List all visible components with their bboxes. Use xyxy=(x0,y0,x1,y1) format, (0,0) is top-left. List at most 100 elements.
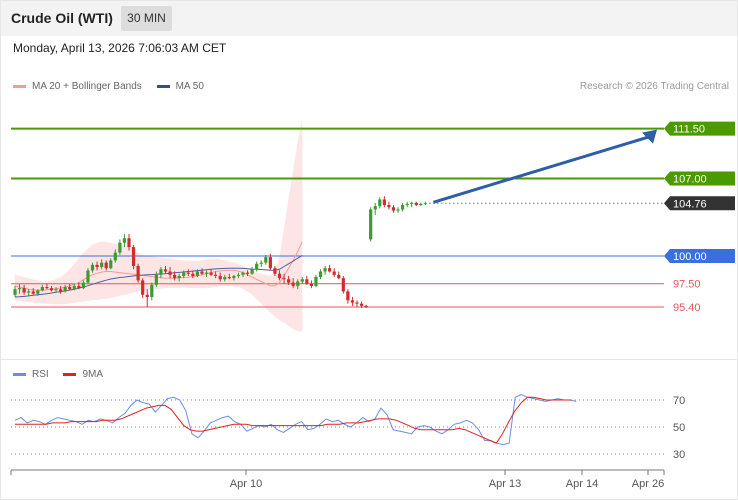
candle-body xyxy=(332,271,336,275)
candle xyxy=(259,260,263,268)
candle xyxy=(154,271,158,288)
candle xyxy=(223,274,227,282)
level-label-107.00: 107.00 xyxy=(673,173,707,185)
candle xyxy=(401,202,405,212)
legend-ma50-label: MA 50 xyxy=(175,81,204,92)
candle xyxy=(273,265,277,276)
candle-body xyxy=(95,264,99,268)
candle-body xyxy=(218,275,222,280)
candle-body xyxy=(81,282,85,289)
candle xyxy=(27,289,31,296)
legend-item-ma20: MA 20 + Bollinger Bands xyxy=(13,81,142,92)
candle xyxy=(405,201,409,208)
candle-body xyxy=(177,275,181,279)
candle xyxy=(355,300,359,307)
candle-body xyxy=(17,288,22,290)
candle xyxy=(72,283,76,291)
candle xyxy=(145,289,149,307)
ma20-line xyxy=(14,241,303,291)
candle-body xyxy=(104,262,108,269)
candle-body xyxy=(209,272,213,275)
ma20-swatch xyxy=(13,84,26,88)
candle xyxy=(309,280,313,289)
candle-body xyxy=(401,205,405,210)
candle xyxy=(250,267,254,275)
candle-body xyxy=(150,284,154,297)
candle-body xyxy=(305,279,309,284)
candle xyxy=(127,233,131,251)
level-labels: 111.50 107.00 104.76 100.00 97.50 95.40 xyxy=(664,121,735,314)
candle-body xyxy=(141,280,145,295)
candle-body xyxy=(318,271,323,278)
candle xyxy=(359,301,364,309)
candle xyxy=(337,271,341,280)
candle-body xyxy=(109,260,113,269)
ma50-line xyxy=(14,254,303,298)
candle xyxy=(318,269,323,280)
candle-body xyxy=(287,279,291,283)
candle-body xyxy=(328,268,332,272)
candle-body xyxy=(236,274,241,276)
candle xyxy=(414,201,418,207)
candle-body xyxy=(245,272,250,274)
candle xyxy=(291,278,295,289)
projection-arrow xyxy=(432,129,657,204)
candle xyxy=(77,282,81,290)
candle-body xyxy=(296,281,300,286)
candle-body xyxy=(359,303,364,306)
candle xyxy=(218,272,222,282)
candle xyxy=(200,268,204,275)
candle xyxy=(350,296,355,306)
x-axis: Apr 10 Apr 13 Apr 14 Apr 26 xyxy=(10,469,665,490)
candle xyxy=(17,283,22,294)
candle xyxy=(236,272,241,279)
candle-body xyxy=(31,291,35,294)
candle xyxy=(410,201,414,208)
candle xyxy=(136,263,140,283)
instrument-title: Crude Oil (WTI) xyxy=(11,10,113,26)
candle xyxy=(255,261,259,272)
rsi-tick-label: 70 xyxy=(673,395,685,407)
candle xyxy=(113,249,117,263)
candle-body xyxy=(173,274,177,279)
candle-body xyxy=(391,207,396,211)
candle-body xyxy=(350,300,355,303)
rsi-tick-label: 50 xyxy=(673,422,685,434)
header-bar: Crude Oil (WTI) 30 MIN xyxy=(0,0,738,36)
candle-body xyxy=(168,271,172,275)
candle-body xyxy=(63,287,67,292)
candle-body xyxy=(250,269,254,274)
candle-body xyxy=(277,273,282,279)
candle xyxy=(391,205,396,213)
candle-body xyxy=(227,277,231,279)
candle-body xyxy=(86,270,90,283)
candle xyxy=(186,269,190,276)
candle xyxy=(68,283,72,291)
candle xyxy=(209,269,213,276)
rsi-line xyxy=(14,394,577,446)
candle xyxy=(268,253,272,271)
candle xyxy=(232,274,236,281)
timeframe-button[interactable]: 30 MIN xyxy=(121,6,172,31)
candle xyxy=(382,196,386,208)
candle xyxy=(104,260,108,271)
candle xyxy=(90,262,95,273)
candle-body xyxy=(355,302,359,304)
candle-body xyxy=(100,262,104,268)
candle xyxy=(323,265,327,275)
rsi-swatch xyxy=(13,372,26,376)
candle-body xyxy=(77,285,81,289)
candle xyxy=(168,267,172,279)
candle-body xyxy=(373,206,377,210)
x-tick-label: Apr 13 xyxy=(489,478,521,490)
candle-body xyxy=(118,242,122,253)
candle-body xyxy=(419,203,423,206)
candle xyxy=(300,277,304,284)
candle-body xyxy=(191,273,195,276)
legend-item-9ma: 9MA xyxy=(63,369,103,380)
candle-body xyxy=(154,274,158,285)
projection-arrow-head xyxy=(642,129,657,144)
moving-averages xyxy=(14,241,303,298)
candle xyxy=(296,279,300,290)
